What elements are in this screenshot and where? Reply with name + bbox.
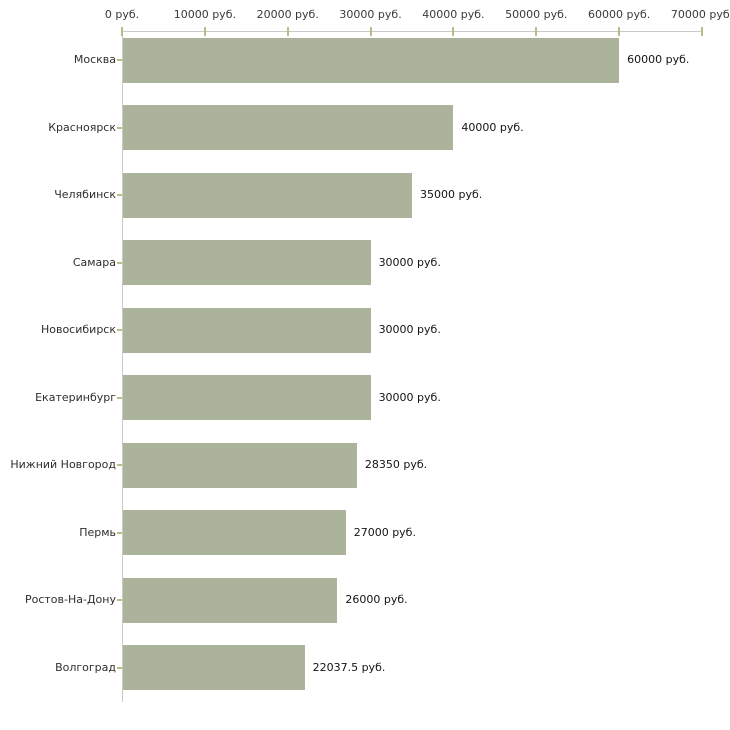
category-label: Ростов-На-Дону — [24, 593, 116, 606]
x-axis-tick-label: 60000 руб. — [588, 8, 651, 21]
bar — [123, 645, 305, 690]
value-label: 26000 руб. — [345, 593, 408, 606]
x-axis-tick-label: 70000 руб. — [670, 8, 730, 21]
bar — [123, 105, 454, 150]
x-axis-line — [122, 31, 702, 32]
category-label: Екатеринбург — [35, 390, 116, 404]
value-label: 22037.5 руб. — [312, 660, 386, 674]
x-axis-tick-label: 20000 руб. — [256, 8, 319, 21]
value-label: 30000 руб. — [378, 255, 441, 269]
x-axis-tick-label: 50000 руб. — [505, 8, 568, 21]
x-axis-tick — [369, 27, 372, 36]
x-axis-tick — [121, 27, 123, 36]
x-axis-tick-label: 30000 руб. — [339, 8, 402, 21]
x-axis-tick — [701, 27, 703, 36]
category-label: Красноярск — [48, 120, 116, 134]
x-axis-tick — [618, 27, 621, 36]
y-axis-tick — [117, 126, 122, 129]
x-axis-tick — [535, 27, 538, 36]
bar — [123, 240, 371, 285]
x-axis-tick — [452, 27, 455, 36]
y-axis-tick — [117, 531, 122, 534]
category-label: Самара — [72, 255, 116, 269]
bar — [123, 510, 346, 555]
bar — [123, 442, 357, 488]
category-label: Волгоград — [55, 660, 116, 674]
y-axis-tick — [117, 666, 122, 669]
y-axis-tick — [117, 329, 122, 331]
category-label: Челябинск — [54, 188, 116, 201]
x-axis-tick-label: 0 руб. — [104, 8, 140, 21]
bar — [123, 172, 412, 218]
value-label: 28350 руб. — [364, 458, 428, 471]
category-label: Пермь — [79, 525, 116, 539]
bar — [123, 37, 620, 83]
value-label: 30000 руб. — [378, 323, 441, 336]
value-label: 35000 руб. — [420, 188, 483, 201]
x-axis-tick-label: 40000 руб. — [422, 8, 485, 21]
category-label: Нижний Новгород — [10, 458, 116, 471]
bar — [123, 375, 371, 420]
value-label: 40000 руб. — [461, 120, 524, 134]
value-label: 30000 руб. — [378, 390, 441, 404]
value-label: 27000 руб. — [353, 525, 416, 539]
x-axis-tick-label: 10000 руб. — [173, 8, 236, 21]
value-label: 60000 руб. — [627, 53, 690, 66]
y-axis-tick — [117, 464, 122, 466]
y-axis-tick — [117, 194, 122, 196]
y-axis-tick — [117, 599, 122, 601]
y-axis-line — [122, 31, 123, 702]
x-axis-tick — [203, 27, 206, 36]
y-axis-tick — [117, 59, 122, 61]
bar — [123, 307, 371, 353]
y-axis-tick — [117, 396, 122, 399]
x-axis-tick — [286, 27, 289, 36]
category-label: Новосибирск — [40, 323, 116, 336]
y-axis-tick — [117, 261, 122, 264]
category-label: Москва — [73, 53, 116, 66]
bar — [123, 577, 338, 623]
